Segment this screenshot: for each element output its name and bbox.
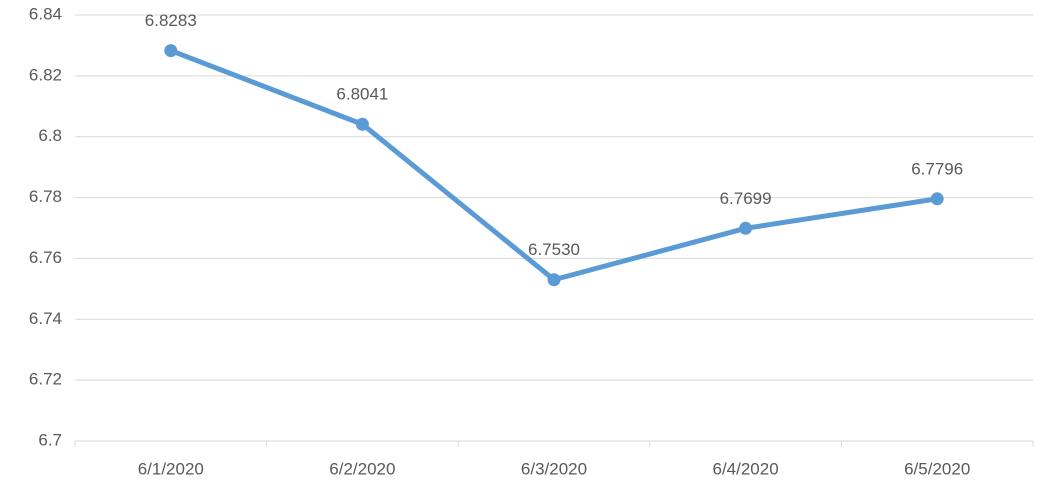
x-tick-label: 6/1/2020 <box>138 459 204 478</box>
point <box>547 273 561 287</box>
y-tick-label: 6.84 <box>29 4 62 23</box>
x-tick-label: 6/5/2020 <box>904 459 970 478</box>
y-tick-label: 6.76 <box>29 248 62 267</box>
data-label: 6.7699 <box>720 189 772 208</box>
y-tick-label: 6.74 <box>29 309 62 328</box>
point <box>164 44 178 58</box>
data-label: 6.7796 <box>911 159 963 178</box>
y-tick-label: 6.78 <box>29 187 62 206</box>
point <box>930 192 944 206</box>
point <box>739 221 753 235</box>
y-tick-label: 6.7 <box>38 430 62 449</box>
x-tick-label: 6/4/2020 <box>713 459 779 478</box>
y-tick-label: 6.8 <box>38 126 62 145</box>
data-label: 6.8041 <box>336 85 388 104</box>
data-label: 6.7530 <box>528 240 580 259</box>
point <box>355 117 369 131</box>
y-tick-label: 6.82 <box>29 65 62 84</box>
x-tick-label: 6/3/2020 <box>521 459 587 478</box>
x-tick-label: 6/2/2020 <box>329 459 395 478</box>
data-label: 6.8283 <box>145 11 197 30</box>
y-tick-label: 6.72 <box>29 370 62 389</box>
